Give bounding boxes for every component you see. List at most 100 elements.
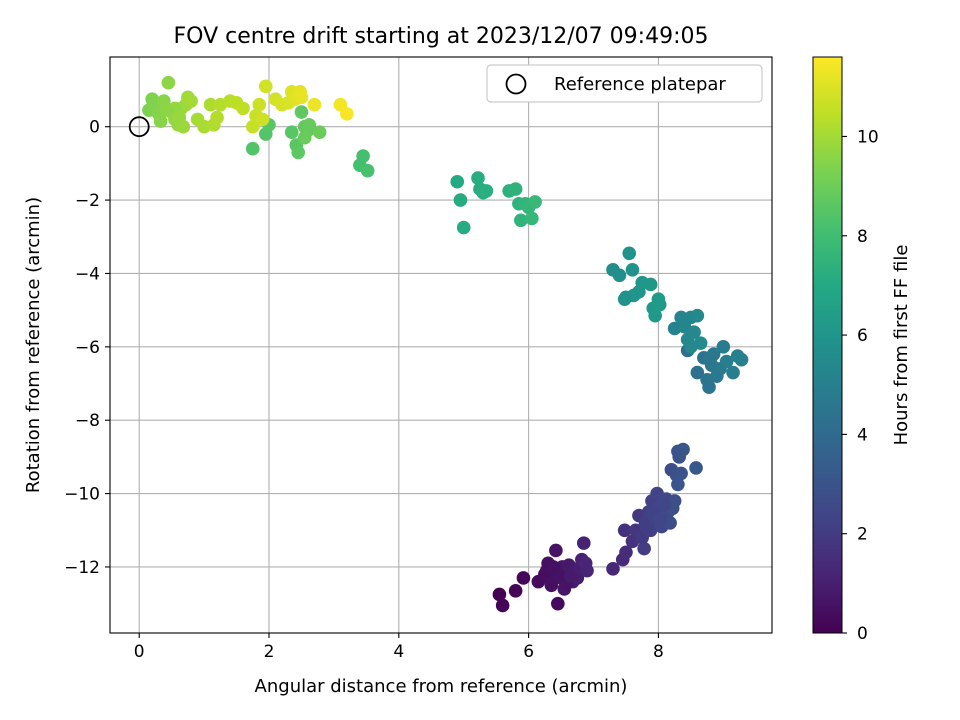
scatter-point <box>564 569 578 583</box>
scatter-point <box>172 110 187 125</box>
colorbar-tick-label: 0 <box>857 624 868 644</box>
scatter-point <box>340 107 354 121</box>
colorbar-ticks: 0 2 4 6 8 10 <box>842 127 879 644</box>
y-tick-label: −6 <box>75 338 100 358</box>
scatter-point <box>294 105 309 119</box>
scatter-point <box>302 118 317 132</box>
scatter-point <box>619 545 633 560</box>
scatter-point <box>508 584 523 598</box>
scatter-point <box>684 340 698 354</box>
x-tick-label: 6 <box>523 642 534 662</box>
legend-box <box>486 64 763 103</box>
scatter-point <box>703 351 718 365</box>
scatter-point <box>210 110 224 125</box>
y-tick-label: −8 <box>75 411 100 431</box>
scatter-point <box>576 536 591 550</box>
scatter-point <box>643 277 658 292</box>
scatter-point <box>255 112 270 127</box>
scatter-point <box>734 352 749 367</box>
scatter-point <box>690 365 705 380</box>
scatter-point <box>656 497 671 512</box>
x-tick-label: 0 <box>134 642 145 662</box>
scatter-point <box>667 494 682 508</box>
scatter-point <box>702 380 716 394</box>
scatter-point <box>549 543 563 558</box>
scatter-point <box>639 521 654 536</box>
scatter-point <box>312 125 327 140</box>
colorbar-tick-label: 10 <box>857 127 879 147</box>
colorbar-tick-label: 2 <box>857 525 868 545</box>
scatter-point <box>471 171 485 185</box>
scatter-point <box>284 125 299 140</box>
y-tick-label: 0 <box>89 118 100 138</box>
scatter-point <box>450 174 465 189</box>
colorbar <box>812 56 843 634</box>
y-axis-label: Rotation from reference (arcmin) <box>23 197 44 493</box>
scatter-point <box>184 94 198 108</box>
scatter-point <box>622 246 637 261</box>
scatter-point <box>676 442 690 457</box>
scatter-point <box>508 182 523 196</box>
scatter-point <box>245 141 260 156</box>
scatter-point <box>245 119 260 134</box>
scatter-point <box>153 114 168 129</box>
y-tick-label: −10 <box>64 485 100 505</box>
scatter-point <box>492 587 507 602</box>
colorbar-tick-label: 6 <box>857 326 868 346</box>
scatter-point <box>689 461 703 475</box>
x-tick-label: 4 <box>393 642 404 662</box>
colorbar-label: Hours from first FF file <box>891 245 912 446</box>
scatter-point <box>625 262 640 277</box>
scatter-point <box>606 561 620 576</box>
scatter-point <box>495 598 510 613</box>
legend-marker <box>505 73 527 95</box>
plot-frame <box>109 56 773 634</box>
scatter-point <box>258 79 273 94</box>
reference-platepar-marker <box>128 116 150 138</box>
y-tick-label: −4 <box>75 264 100 284</box>
y-axis-ticks: 0 −2 −4 −6 −8 −10 −12 <box>64 118 110 578</box>
scatter-point <box>652 512 667 527</box>
scatter-point <box>648 308 662 323</box>
grid-lines <box>110 57 772 633</box>
scatter-point <box>236 101 250 116</box>
scatter-point <box>663 516 677 530</box>
scatter-point <box>203 97 218 112</box>
legend: Reference platepar <box>486 64 763 103</box>
scatter-point <box>652 297 667 312</box>
scatter-point <box>456 220 471 235</box>
scatter-point <box>291 145 306 160</box>
scatter-point <box>453 193 468 207</box>
scatter-point <box>159 103 174 117</box>
scatter-point <box>356 149 370 163</box>
scatter-point <box>687 325 701 339</box>
scatter-point <box>546 560 561 574</box>
chart-title: FOV centre drift starting at 2023/12/07 … <box>174 24 709 49</box>
scatter-point <box>516 571 531 585</box>
scatter-point <box>578 556 593 571</box>
scatter-point <box>690 308 705 323</box>
scatter-point <box>551 596 565 611</box>
scatter-point <box>297 130 312 145</box>
scatter-point <box>528 195 542 209</box>
scatter-points <box>142 75 749 613</box>
scatter-point <box>716 340 731 354</box>
colorbar-tick-label: 8 <box>857 227 868 247</box>
scatter-point <box>671 477 685 492</box>
legend-label: Reference platepar <box>554 74 726 95</box>
scatter-point <box>637 541 651 556</box>
x-tick-label: 8 <box>653 642 664 662</box>
scatter-point <box>252 97 267 112</box>
scatter-point <box>479 184 494 198</box>
scatter-point <box>617 292 632 306</box>
x-axis-ticks: 0 2 4 6 8 <box>134 633 664 662</box>
scatter-point <box>161 75 176 90</box>
scatter-point <box>514 213 528 228</box>
scatter-point <box>719 354 734 369</box>
y-tick-label: −12 <box>64 558 100 578</box>
x-tick-label: 2 <box>264 642 275 662</box>
colorbar-tick-label: 4 <box>857 425 868 445</box>
scatter-point <box>612 268 627 283</box>
scatter-point <box>674 466 688 481</box>
scatter-point <box>617 523 632 538</box>
